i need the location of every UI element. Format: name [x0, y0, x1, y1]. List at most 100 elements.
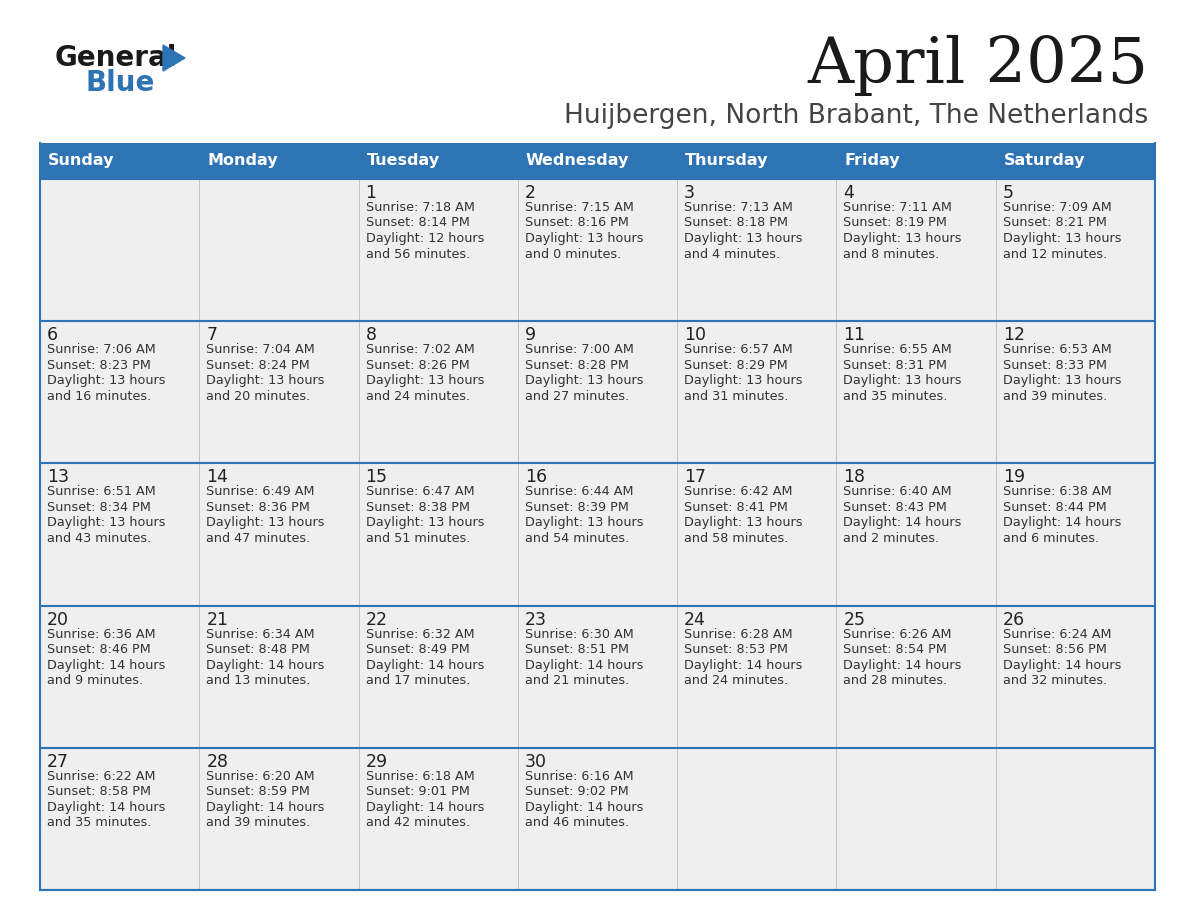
Text: 15: 15 [366, 468, 387, 487]
Text: Sunset: 8:21 PM: Sunset: 8:21 PM [1003, 217, 1106, 230]
Text: Sunrise: 7:06 AM: Sunrise: 7:06 AM [48, 343, 156, 356]
Text: Daylight: 14 hours: Daylight: 14 hours [207, 800, 324, 813]
Text: Sunset: 8:59 PM: Sunset: 8:59 PM [207, 785, 310, 799]
Text: 17: 17 [684, 468, 706, 487]
Text: and 20 minutes.: and 20 minutes. [207, 390, 310, 403]
Text: Sunrise: 7:13 AM: Sunrise: 7:13 AM [684, 201, 794, 214]
Text: Sunset: 8:31 PM: Sunset: 8:31 PM [843, 359, 947, 372]
Text: Sunrise: 6:47 AM: Sunrise: 6:47 AM [366, 486, 474, 498]
Text: 28: 28 [207, 753, 228, 771]
Bar [836, 179, 996, 321]
Text: Daylight: 14 hours: Daylight: 14 hours [366, 800, 484, 813]
Text: General: General [55, 44, 177, 72]
Text: 23: 23 [525, 610, 546, 629]
Text: and 17 minutes.: and 17 minutes. [366, 674, 470, 687]
Text: Huijbergen, North Brabant, The Netherlands: Huijbergen, North Brabant, The Netherlan… [564, 103, 1148, 129]
Text: Sunrise: 6:30 AM: Sunrise: 6:30 AM [525, 628, 633, 641]
Text: Sunrise: 6:40 AM: Sunrise: 6:40 AM [843, 486, 952, 498]
Text: 4: 4 [843, 184, 854, 202]
Text: Daylight: 13 hours: Daylight: 13 hours [366, 375, 484, 387]
Text: and 6 minutes.: and 6 minutes. [1003, 532, 1099, 545]
Bar [40, 606, 200, 748]
Text: Sunset: 8:46 PM: Sunset: 8:46 PM [48, 644, 151, 656]
Text: Daylight: 13 hours: Daylight: 13 hours [207, 375, 324, 387]
Text: Daylight: 14 hours: Daylight: 14 hours [525, 800, 643, 813]
Polygon shape [163, 45, 185, 71]
Text: and 28 minutes.: and 28 minutes. [843, 674, 948, 687]
Bar [677, 179, 836, 321]
Text: Daylight: 14 hours: Daylight: 14 hours [207, 658, 324, 672]
Text: Sunrise: 6:18 AM: Sunrise: 6:18 AM [366, 770, 474, 783]
Bar [200, 606, 359, 748]
Text: Sunset: 8:19 PM: Sunset: 8:19 PM [843, 217, 947, 230]
Text: Sunset: 8:34 PM: Sunset: 8:34 PM [48, 501, 151, 514]
Text: and 8 minutes.: and 8 minutes. [843, 248, 940, 261]
Text: 14: 14 [207, 468, 228, 487]
Text: Sunrise: 6:22 AM: Sunrise: 6:22 AM [48, 770, 156, 783]
Text: Sunset: 8:33 PM: Sunset: 8:33 PM [1003, 359, 1107, 372]
Text: Sunrise: 6:44 AM: Sunrise: 6:44 AM [525, 486, 633, 498]
Bar [518, 606, 677, 748]
Text: Daylight: 14 hours: Daylight: 14 hours [48, 658, 165, 672]
Text: 16: 16 [525, 468, 546, 487]
Text: Sunset: 8:38 PM: Sunset: 8:38 PM [366, 501, 469, 514]
Text: Sunset: 8:54 PM: Sunset: 8:54 PM [843, 644, 947, 656]
Text: Sunrise: 6:34 AM: Sunrise: 6:34 AM [207, 628, 315, 641]
Text: Sunset: 8:56 PM: Sunset: 8:56 PM [1003, 644, 1106, 656]
Text: Daylight: 14 hours: Daylight: 14 hours [684, 658, 803, 672]
Bar [518, 748, 677, 890]
Text: 11: 11 [843, 326, 865, 344]
Bar [677, 321, 836, 464]
Text: Sunset: 8:43 PM: Sunset: 8:43 PM [843, 501, 947, 514]
Text: Daylight: 14 hours: Daylight: 14 hours [525, 658, 643, 672]
Bar [677, 606, 836, 748]
Text: Daylight: 14 hours: Daylight: 14 hours [843, 658, 962, 672]
Bar [996, 748, 1155, 890]
Bar [996, 464, 1155, 606]
Text: Sunset: 8:41 PM: Sunset: 8:41 PM [684, 501, 788, 514]
Text: Daylight: 13 hours: Daylight: 13 hours [843, 375, 962, 387]
Text: 6: 6 [48, 326, 58, 344]
Text: and 4 minutes.: and 4 minutes. [684, 248, 781, 261]
Text: Sunrise: 6:24 AM: Sunrise: 6:24 AM [1003, 628, 1111, 641]
Bar [359, 606, 518, 748]
Bar [40, 464, 200, 606]
Text: 25: 25 [843, 610, 865, 629]
Text: and 12 minutes.: and 12 minutes. [1003, 248, 1107, 261]
Text: and 27 minutes.: and 27 minutes. [525, 390, 630, 403]
Text: Sunset: 8:48 PM: Sunset: 8:48 PM [207, 644, 310, 656]
Text: Tuesday: Tuesday [367, 153, 440, 169]
Text: Sunday: Sunday [48, 153, 114, 169]
Text: and 39 minutes.: and 39 minutes. [1003, 390, 1107, 403]
Text: Sunset: 8:51 PM: Sunset: 8:51 PM [525, 644, 628, 656]
Text: 19: 19 [1003, 468, 1025, 487]
Text: Sunrise: 6:57 AM: Sunrise: 6:57 AM [684, 343, 792, 356]
Bar [359, 179, 518, 321]
Bar [518, 464, 677, 606]
Bar [359, 748, 518, 890]
Bar [40, 143, 1155, 179]
Text: Sunrise: 6:51 AM: Sunrise: 6:51 AM [48, 486, 156, 498]
Text: Sunrise: 7:11 AM: Sunrise: 7:11 AM [843, 201, 953, 214]
Text: Sunset: 9:02 PM: Sunset: 9:02 PM [525, 785, 628, 799]
Bar [359, 321, 518, 464]
Text: Daylight: 14 hours: Daylight: 14 hours [366, 658, 484, 672]
Text: Daylight: 14 hours: Daylight: 14 hours [843, 517, 962, 530]
Text: Sunrise: 6:16 AM: Sunrise: 6:16 AM [525, 770, 633, 783]
Text: 29: 29 [366, 753, 387, 771]
Text: Sunset: 8:49 PM: Sunset: 8:49 PM [366, 644, 469, 656]
Text: April 2025: April 2025 [807, 35, 1148, 95]
Text: Sunset: 8:18 PM: Sunset: 8:18 PM [684, 217, 788, 230]
Text: Daylight: 13 hours: Daylight: 13 hours [1003, 232, 1121, 245]
Text: Sunrise: 7:09 AM: Sunrise: 7:09 AM [1003, 201, 1112, 214]
Text: Sunrise: 7:15 AM: Sunrise: 7:15 AM [525, 201, 633, 214]
Text: Daylight: 13 hours: Daylight: 13 hours [684, 232, 803, 245]
Bar [200, 748, 359, 890]
Text: Daylight: 14 hours: Daylight: 14 hours [1003, 658, 1121, 672]
Text: 21: 21 [207, 610, 228, 629]
Text: and 54 minutes.: and 54 minutes. [525, 532, 630, 545]
Bar [996, 321, 1155, 464]
Text: 13: 13 [48, 468, 69, 487]
Text: and 2 minutes.: and 2 minutes. [843, 532, 940, 545]
Bar [996, 606, 1155, 748]
